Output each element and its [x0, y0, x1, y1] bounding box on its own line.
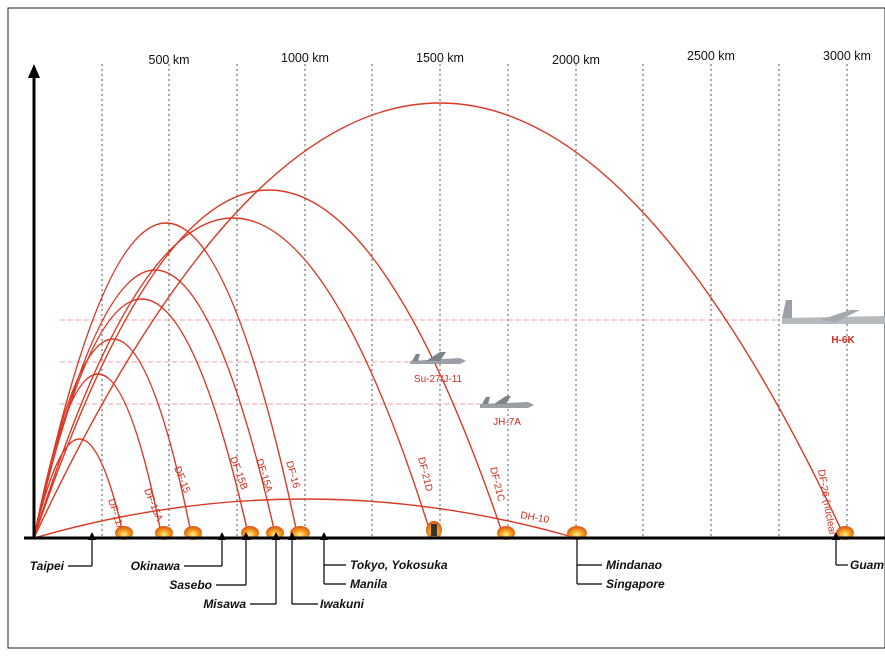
- missile-label: DF-26 (nuclear): [815, 469, 838, 540]
- distance-gridlines: [101, 64, 848, 538]
- distance-label: 1500 km: [416, 51, 464, 65]
- trajectory-df-11a: [33, 438, 125, 539]
- distance-label: 2500 km: [687, 49, 735, 63]
- arrow-up-icon: [88, 532, 96, 540]
- distance-label: 3000 km: [823, 49, 871, 63]
- missile-label: DH-10: [519, 510, 550, 526]
- arrow-up-icon: [320, 532, 328, 540]
- aircraft-label: JH-7A: [493, 417, 521, 428]
- aircraft-reference-lines: [60, 319, 780, 405]
- arrow-up-icon: [242, 532, 250, 540]
- trajectories: [33, 102, 846, 539]
- arrow-up-icon: [218, 532, 226, 540]
- location-label: Okinawa: [131, 559, 181, 573]
- location-label: Sasebo: [169, 578, 212, 592]
- location-label: Misawa: [203, 597, 246, 611]
- ship-target-icon: [431, 524, 437, 536]
- trajectory-df-26: [33, 102, 846, 539]
- trajectory-df-15b: [33, 298, 250, 539]
- trajectory-df-15a: [33, 269, 277, 539]
- aircraft: Su-27/J-11 JH-7A H-6K: [410, 300, 885, 428]
- trajectory-df-21d: [33, 217, 433, 539]
- missile-label: DF-15A: [253, 458, 274, 494]
- trajectory-df-16: [33, 222, 299, 539]
- bomber-jet-icon: [480, 396, 534, 408]
- location-label: Iwakuni: [320, 597, 365, 611]
- distance-label: 1000 km: [281, 51, 329, 65]
- missile-label: DF-21D: [415, 456, 434, 493]
- missile-label: DF-15: [171, 465, 192, 495]
- frame: [7, 7, 885, 649]
- location-label: Singapore: [606, 577, 665, 591]
- arrow-up-icon: [288, 532, 296, 540]
- distance-label: 500 km: [149, 53, 190, 67]
- location-markers: Taipei Okinawa Sasebo Misawa Iwakuni Tok…: [30, 532, 884, 611]
- arrow-up-icon: [272, 532, 280, 540]
- aircraft-label: Su-27/J-11: [414, 374, 463, 385]
- location-label: Taipei: [30, 559, 65, 573]
- location-label: Guam: [850, 558, 884, 572]
- distance-labels: 500 km 1000 km 1500 km 2000 km 2500 km 3…: [149, 49, 871, 67]
- fighter-jet-icon: [410, 352, 466, 364]
- location-label: Mindanao: [606, 558, 662, 572]
- arrow-up-icon: [832, 532, 840, 540]
- missile-label: DF-15A: [141, 487, 164, 523]
- y-axis-arrow-icon: [28, 64, 40, 78]
- h6k-bomber-icon: [782, 300, 885, 324]
- missile-label: DF-15B: [227, 455, 249, 491]
- location-label: Manila: [350, 577, 388, 591]
- location-label: Tokyo, Yokosuka: [350, 558, 448, 572]
- distance-label: 2000 km: [552, 53, 600, 67]
- trajectory-dh-10: [33, 498, 577, 539]
- axes: [24, 64, 885, 540]
- aircraft-label: H-6K: [831, 335, 855, 346]
- missile-labels: DF-11A DF-15A DF-15 DF-15B DF-15A DF-16 …: [105, 455, 838, 539]
